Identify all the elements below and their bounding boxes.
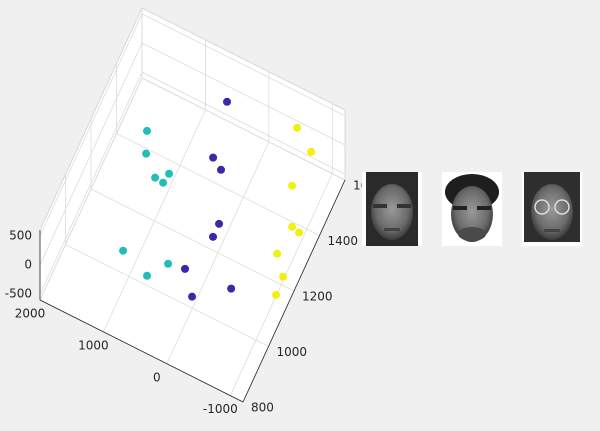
point	[164, 259, 173, 268]
y-tick-label: 1000	[277, 345, 308, 359]
z-tick-label: 500	[9, 228, 32, 242]
point	[181, 264, 190, 273]
point	[217, 165, 226, 174]
point	[159, 178, 168, 187]
grid-line	[141, 13, 346, 117]
point	[209, 232, 218, 241]
x-tick-label: -1000	[203, 402, 238, 416]
z-tick-label: -500	[5, 287, 32, 301]
face-image	[522, 172, 582, 246]
point	[151, 173, 160, 182]
point	[288, 181, 297, 190]
point	[209, 153, 218, 162]
grid	[39, 8, 346, 403]
x-tick-label: 0	[153, 370, 161, 384]
point	[293, 123, 302, 132]
x-tick-label: 2000	[15, 307, 46, 321]
point	[142, 149, 151, 158]
axis-line	[242, 179, 346, 403]
grid-line	[39, 71, 143, 295]
point	[272, 290, 281, 299]
point	[288, 222, 297, 231]
tick-labels: -10000100020008001000120014001600-500050…	[5, 179, 384, 417]
face-image	[442, 172, 502, 246]
point	[215, 219, 224, 228]
point	[295, 228, 304, 237]
grid-line	[141, 77, 346, 181]
points	[119, 97, 316, 301]
grid-line	[65, 244, 269, 347]
y-tick-label: 1400	[328, 234, 359, 248]
grid-line	[39, 42, 143, 266]
face-images	[362, 172, 582, 246]
y-tick-label: 1200	[302, 290, 333, 304]
grid-line	[141, 71, 346, 175]
point	[165, 169, 174, 178]
point	[142, 126, 151, 135]
point	[307, 147, 316, 156]
point	[143, 271, 152, 280]
point	[188, 292, 197, 301]
point	[119, 246, 128, 255]
point	[273, 249, 282, 258]
grid-line	[39, 13, 143, 237]
point	[227, 284, 236, 293]
x-tick-label: 1000	[78, 338, 109, 352]
point	[223, 97, 232, 106]
z-tick-label: 0	[24, 258, 32, 272]
point	[279, 272, 288, 281]
axis-line	[39, 299, 244, 403]
y-tick-label: 800	[251, 401, 274, 415]
grid-line	[116, 133, 320, 236]
grid-line	[90, 188, 295, 292]
face-image	[362, 172, 422, 246]
grid-line	[141, 42, 346, 146]
